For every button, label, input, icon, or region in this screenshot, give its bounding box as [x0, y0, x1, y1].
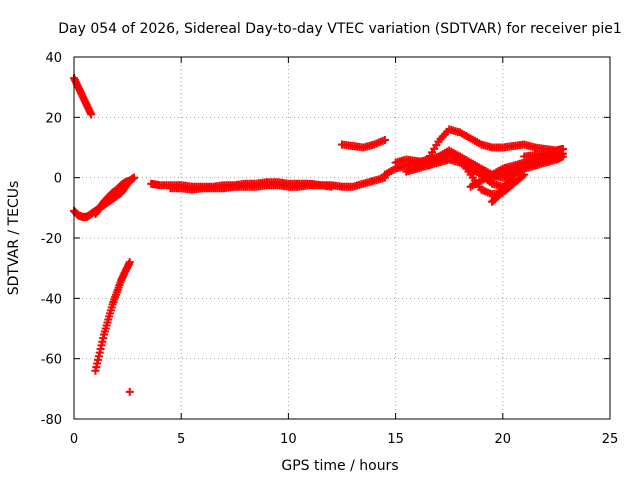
data-point-fill: [557, 145, 566, 154]
x-tick-label: 10: [280, 432, 297, 447]
data-point-fill: [432, 154, 441, 163]
data-point-fill: [86, 108, 95, 117]
data-point: [125, 387, 134, 396]
y-tick-label: 20: [45, 111, 62, 126]
x-tick-label: 25: [602, 432, 619, 447]
data-point-fill: [518, 172, 527, 181]
data-point-fill: [485, 171, 494, 180]
data-point-fill: [124, 176, 133, 185]
data-point-fill: [103, 318, 112, 327]
data-point-fill: [112, 290, 121, 299]
data-point-fill: [507, 162, 516, 171]
axis-ticks: 0 5 10 15 20 25 -80 -60 -40 -20 0 20 40: [41, 51, 619, 447]
grid-lines: [74, 57, 610, 419]
series-s3: [91, 176, 134, 218]
data-point-fill: [368, 177, 377, 186]
series-s15: [488, 161, 529, 206]
data-point-fill: [453, 127, 462, 136]
data-point-fill: [368, 141, 377, 150]
data-point-fill: [432, 141, 441, 150]
y-tick-label: 0: [54, 172, 62, 187]
series-s7: [166, 181, 336, 194]
data-point-fill: [325, 182, 334, 191]
data-point-fill: [475, 139, 484, 148]
y-tick-label: -20: [41, 232, 62, 247]
data-point-fill: [464, 159, 473, 168]
y-tick-label: 40: [45, 51, 62, 66]
data-point-fill: [389, 165, 398, 174]
y-tick-label: -60: [41, 353, 62, 368]
series-s5: [125, 387, 134, 396]
data-point-fill: [453, 151, 462, 160]
data-point-fill: [99, 334, 108, 343]
x-tick-label: 0: [70, 432, 78, 447]
series-s1: [70, 74, 96, 119]
data-point-fill: [116, 278, 125, 287]
data-point-fill: [475, 177, 484, 186]
data-points: [70, 74, 567, 396]
x-axis-label: GPS time / hours: [281, 458, 398, 474]
y-tick-label: -40: [41, 292, 62, 307]
data-point-fill: [496, 165, 505, 174]
x-tick-label: 15: [387, 432, 404, 447]
data-point-fill: [475, 168, 484, 177]
y-axis-label: SDTVAR / TECUs: [6, 181, 22, 296]
x-tick-label: 20: [495, 432, 512, 447]
x-tick-label: 5: [177, 432, 185, 447]
data-point-fill: [443, 127, 452, 136]
series-s16: [520, 145, 567, 161]
data-point-fill: [107, 303, 116, 312]
data-point-fill: [357, 180, 366, 189]
y-tick-label: -80: [41, 413, 62, 428]
series-s8: [338, 135, 389, 152]
series-s4: [91, 258, 134, 375]
chart-title: Day 054 of 2026, Sidereal Day-to-day VTE…: [58, 21, 622, 37]
data-point-fill: [378, 136, 387, 145]
data-point-fill: [519, 162, 528, 171]
data-point-fill: [94, 352, 103, 361]
data-point-fill: [464, 133, 473, 142]
data-point-fill: [124, 259, 133, 268]
